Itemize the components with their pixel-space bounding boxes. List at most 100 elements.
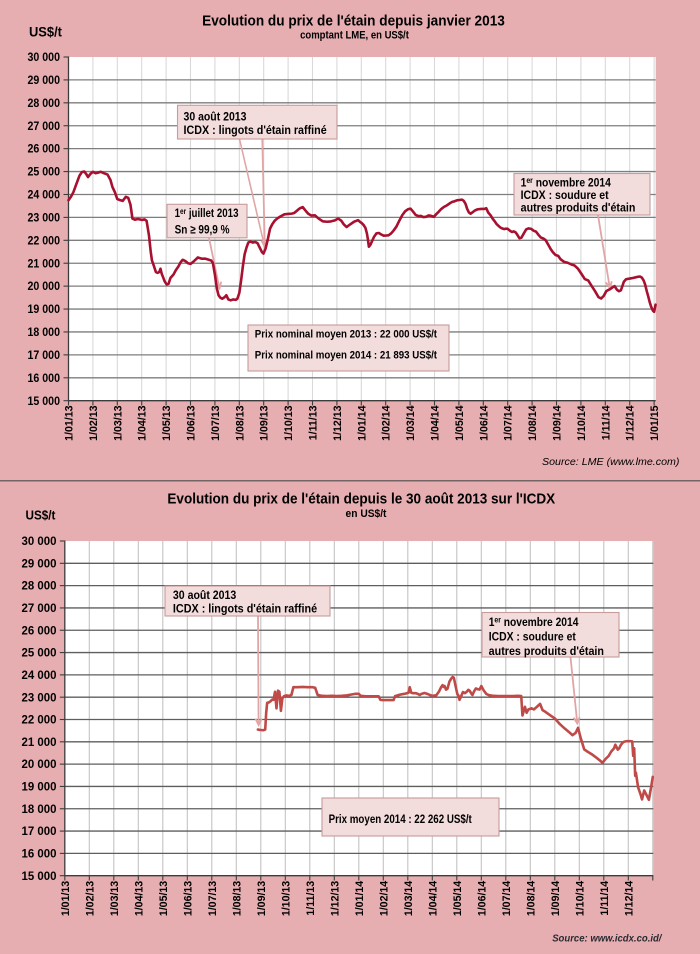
svg-text:1/06/14: 1/06/14 [478,405,490,440]
svg-text:ICDX : soudure et: ICDX : soudure et [489,631,576,644]
svg-text:24 000: 24 000 [28,189,60,202]
svg-text:1/02/14: 1/02/14 [378,881,390,916]
svg-text:29 000: 29 000 [28,75,60,88]
svg-text:23 000: 23 000 [28,212,60,225]
svg-text:24 000: 24 000 [22,669,57,682]
svg-text:25 000: 25 000 [22,647,57,660]
svg-text:23 000: 23 000 [22,691,57,704]
svg-text:en US$/t: en US$/t [346,508,387,520]
svg-text:30 août 2013: 30 août 2013 [183,111,246,124]
svg-text:1/01/13: 1/01/13 [64,405,76,440]
svg-text:1/04/14: 1/04/14 [430,405,442,440]
svg-text:1/10/13: 1/10/13 [283,405,295,440]
svg-text:1/09/14: 1/09/14 [552,405,564,440]
svg-text:1/02/13: 1/02/13 [88,405,100,440]
svg-text:1/11/14: 1/11/14 [600,405,612,440]
svg-text:1/10/14: 1/10/14 [574,881,586,916]
svg-text:16 000: 16 000 [28,372,60,385]
svg-text:ICDX : lingots d'étain raffiné: ICDX : lingots d'étain raffiné [173,603,317,616]
svg-text:17 000: 17 000 [28,350,60,363]
svg-text:25 000: 25 000 [28,166,60,179]
svg-text:1/11/13: 1/11/13 [305,881,317,916]
svg-text:20 000: 20 000 [22,758,57,771]
svg-text:15 000: 15 000 [28,395,60,408]
svg-text:19 000: 19 000 [22,780,57,793]
svg-text:Evolution du prix de l'étain d: Evolution du prix de l'étain depuis janv… [202,13,505,30]
svg-text:1/12/14: 1/12/14 [625,405,637,440]
svg-text:1/06/14: 1/06/14 [476,881,488,916]
svg-text:30 000: 30 000 [22,535,57,548]
svg-text:1/08/14: 1/08/14 [525,881,537,916]
svg-text:1/10/14: 1/10/14 [576,405,588,440]
svg-text:Prix moyen 2014 : 22 262 US$/t: Prix moyen 2014 : 22 262 US$/t [329,813,473,826]
svg-text:US$/t: US$/t [26,508,56,522]
svg-text:27 000: 27 000 [22,602,57,615]
svg-text:1/03/14: 1/03/14 [405,405,417,440]
svg-text:15 000: 15 000 [22,870,57,883]
svg-text:1/05/13: 1/05/13 [161,405,173,440]
svg-text:1/11/13: 1/11/13 [308,405,320,440]
svg-text:1er novembre 2014: 1er novembre 2014 [521,175,612,189]
svg-text:1/03/14: 1/03/14 [403,881,415,916]
svg-text:1/04/13: 1/04/13 [137,405,149,440]
svg-text:30 000: 30 000 [28,52,60,65]
svg-text:1/04/13: 1/04/13 [133,881,145,916]
svg-text:1/08/14: 1/08/14 [527,405,539,440]
svg-text:1/07/13: 1/07/13 [207,881,219,916]
svg-text:1/04/14: 1/04/14 [427,881,439,916]
svg-text:17 000: 17 000 [22,825,57,838]
svg-text:1/02/13: 1/02/13 [84,881,96,916]
svg-text:autres produits d'étain: autres produits d'étain [489,646,604,659]
svg-text:autres produits d'étain: autres produits d'étain [521,202,636,215]
svg-text:1/05/14: 1/05/14 [454,405,466,440]
svg-text:20 000: 20 000 [28,281,60,294]
svg-text:1/07/14: 1/07/14 [501,881,513,916]
svg-text:1/08/13: 1/08/13 [234,405,246,440]
svg-text:1/05/13: 1/05/13 [158,881,170,916]
svg-text:26 000: 26 000 [28,143,60,156]
svg-text:1/11/14: 1/11/14 [599,881,611,916]
svg-text:28 000: 28 000 [28,97,60,110]
svg-text:18 000: 18 000 [22,803,57,816]
svg-text:19 000: 19 000 [28,304,60,317]
svg-text:1/09/13: 1/09/13 [259,405,271,440]
svg-text:ICDX : soudure et: ICDX : soudure et [521,189,609,202]
svg-text:1/10/13: 1/10/13 [280,881,292,916]
svg-text:1/06/13: 1/06/13 [182,881,194,916]
svg-text:29 000: 29 000 [22,557,57,570]
svg-text:1er juillet 2013: 1er juillet 2013 [175,206,239,220]
svg-text:1/12/13: 1/12/13 [332,405,344,440]
svg-text:18 000: 18 000 [28,327,60,340]
svg-text:1/02/14: 1/02/14 [381,405,393,440]
svg-text:22 000: 22 000 [22,713,57,726]
svg-text:1/01/14: 1/01/14 [354,881,366,916]
svg-text:1/03/13: 1/03/13 [112,405,124,440]
svg-text:26 000: 26 000 [22,624,57,637]
svg-text:21 000: 21 000 [28,258,60,271]
svg-text:Evolution du prix de l'étain d: Evolution du prix de l'étain depuis le 3… [167,491,555,508]
svg-text:1/12/14: 1/12/14 [623,881,635,916]
svg-text:1/01/15: 1/01/15 [649,405,661,440]
svg-text:1/08/13: 1/08/13 [231,881,243,916]
svg-text:US$/t: US$/t [29,24,62,40]
svg-text:Source: LME (www.lme.com): Source: LME (www.lme.com) [542,456,679,468]
svg-text:22 000: 22 000 [28,235,60,248]
svg-text:Prix nominal moyen 2014 : 21 8: Prix nominal moyen 2014 : 21 893 US$/t [255,349,438,362]
svg-text:comptant LME, en US$/t: comptant LME, en US$/t [300,30,409,42]
svg-text:21 000: 21 000 [22,736,57,749]
svg-text:1/01/13: 1/01/13 [60,881,72,916]
svg-text:1/09/13: 1/09/13 [256,881,268,916]
svg-text:1/05/14: 1/05/14 [452,881,464,916]
svg-text:1/01/14: 1/01/14 [356,405,368,440]
svg-text:16 000: 16 000 [22,847,57,860]
svg-text:1/12/13: 1/12/13 [329,881,341,916]
svg-text:28 000: 28 000 [22,580,57,593]
svg-text:Sn ≥ 99,9 %: Sn ≥ 99,9 % [175,224,230,237]
svg-text:1er novembre 2014: 1er novembre 2014 [489,615,579,629]
svg-text:30 août 2013: 30 août 2013 [173,589,236,602]
svg-text:27 000: 27 000 [28,120,60,133]
svg-text:1/09/14: 1/09/14 [550,881,562,916]
svg-text:1/06/13: 1/06/13 [186,405,198,440]
svg-text:1/07/14: 1/07/14 [503,405,515,440]
svg-text:Source: www.icdx.co.id/: Source: www.icdx.co.id/ [552,933,662,945]
